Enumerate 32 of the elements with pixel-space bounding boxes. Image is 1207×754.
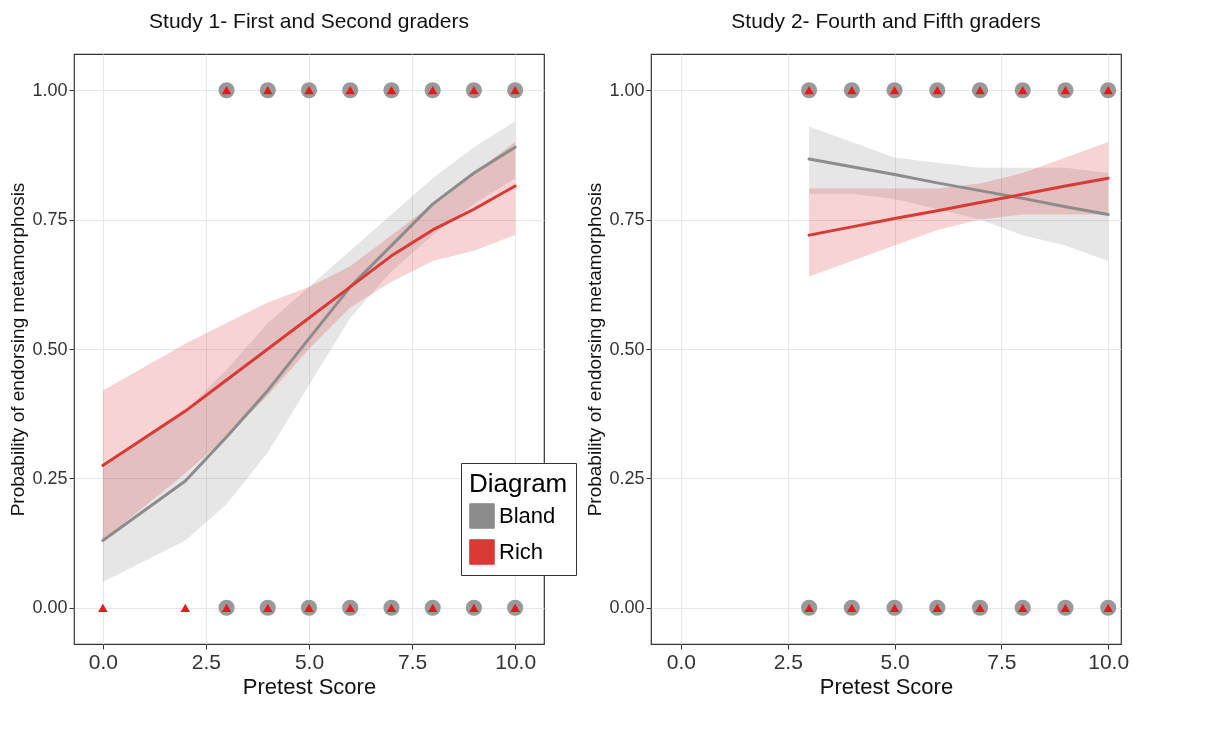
y-tick-label: 0.00 (609, 597, 645, 618)
x-tick-label: 5.0 (880, 649, 910, 673)
x-tick-label: 10.0 (1088, 649, 1130, 673)
chart-title: Study 1- First and Second graders (149, 9, 469, 32)
legend-title: Diagram (469, 468, 568, 498)
y-tick-label: 1.00 (609, 79, 645, 100)
y-tick-label: 0.50 (609, 338, 645, 359)
x-tick-label: 7.5 (987, 649, 1017, 673)
y-tick-label: 0.75 (32, 209, 68, 230)
x-tick-label: 7.5 (397, 649, 428, 673)
x-tick-label: 2.5 (773, 649, 803, 673)
line-series (807, 157, 1110, 216)
x-axis-title: Pretest Score (819, 673, 954, 699)
x-axis-title: Pretest Score (242, 673, 377, 699)
y-axis-title: Probability of endorsing metamorphosis (7, 182, 29, 517)
x-tick-label: 5.0 (294, 649, 325, 673)
y-tick-label: 0.25 (32, 467, 68, 488)
y-tick-label: 0.00 (32, 597, 68, 618)
line-series (807, 176, 1110, 237)
y-axis-title: Probability of endorsing metamorphosis (584, 182, 606, 517)
y-tick-label: 1.00 (32, 79, 68, 100)
x-tick-label: 0.0 (666, 649, 697, 673)
legend-label: Bland (499, 503, 556, 528)
y-tick-label: 0.75 (609, 209, 645, 230)
y-tick-label: 0.50 (32, 338, 68, 359)
x-tick-label: 0.0 (88, 649, 118, 673)
x-tick-label: 10.0 (495, 649, 537, 673)
line-series (101, 184, 517, 467)
legend-label: Rich (499, 539, 544, 564)
y-tick-label: 0.25 (609, 467, 645, 488)
x-tick-label: 2.5 (191, 649, 222, 673)
chart-title: Study 2- Fourth and Fifth graders (731, 9, 1041, 32)
